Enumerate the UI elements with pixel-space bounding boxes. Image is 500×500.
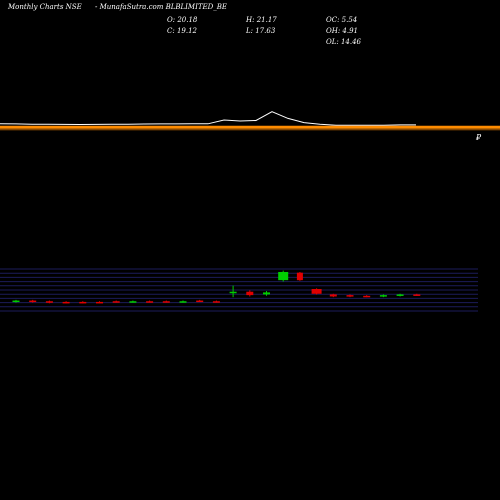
candle-body <box>112 301 120 303</box>
candle-body <box>396 294 404 296</box>
candle-body <box>379 295 387 297</box>
candle-body <box>296 272 303 281</box>
price-panel-marker: ₽ <box>475 133 482 142</box>
candle-body <box>196 300 204 303</box>
candle-body <box>246 291 254 296</box>
oc-value: OC: 5.54 <box>326 16 357 24</box>
candle-body <box>29 300 37 303</box>
candle-body <box>146 301 154 303</box>
low-value: L: 17.63 <box>245 27 276 35</box>
chart-source-label: Monthly Charts NSE <box>7 3 82 11</box>
open-value: O: 20.18 <box>167 16 198 24</box>
candle-body <box>129 301 137 303</box>
ol-value: OL: 14.46 <box>326 38 362 46</box>
candle-body <box>96 301 103 304</box>
candle-body <box>45 301 53 303</box>
candle-body <box>79 301 87 304</box>
candle-body <box>363 295 371 298</box>
price-line <box>0 111 416 126</box>
candlestick-series <box>12 270 421 304</box>
price-panel <box>0 111 500 131</box>
candle-body <box>229 291 237 294</box>
candle-body <box>263 292 270 295</box>
oh-value: OH: 4.91 <box>326 27 358 35</box>
close-value: C: 19.12 <box>167 27 198 35</box>
candle-body <box>413 294 421 296</box>
candle-body <box>212 301 220 303</box>
candle-body <box>62 301 70 304</box>
candle-body <box>311 289 322 294</box>
candle-body <box>346 295 354 297</box>
candle-body <box>278 272 289 281</box>
candle-body <box>12 300 20 303</box>
chart-symbol-label: - MunafaSutra.com BLBLIMITED_BE <box>95 3 227 11</box>
high-value: H: 21.17 <box>245 16 277 24</box>
candle-body <box>162 301 170 303</box>
candle-body <box>179 301 187 303</box>
candle-body <box>329 294 337 297</box>
